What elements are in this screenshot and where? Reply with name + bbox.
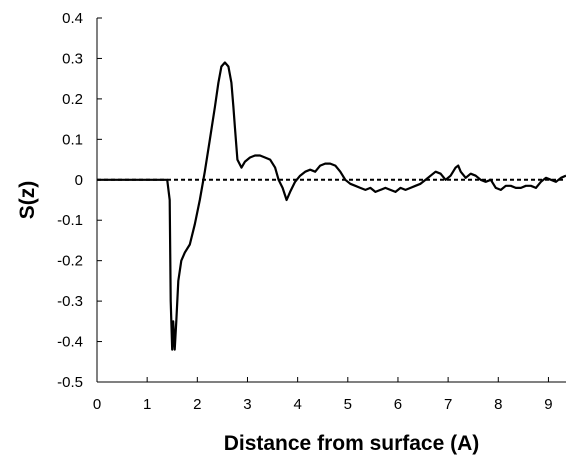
series-line (97, 61, 566, 351)
x-tick-label: 1 (143, 396, 151, 413)
y-tick-label: -0.5 (57, 374, 83, 391)
y-tick-label: 0 (75, 172, 83, 189)
x-tick-label: 2 (193, 396, 201, 413)
x-tick-label: 9 (544, 396, 552, 413)
y-axis-title: S(z) (16, 181, 39, 220)
y-tick-label: -0.4 (57, 334, 83, 351)
x-tick-label: 0 (93, 396, 101, 413)
x-tick-label: 7 (444, 396, 452, 413)
x-ticks: 0 1 2 3 4 5 6 7 8 9 (93, 377, 553, 413)
y-tick-label: 0.3 (62, 50, 83, 67)
y-ticks: -0.5 -0.4 -0.3 -0.2 -0.1 0 0.1 0.2 0.3 0.4 (57, 10, 102, 391)
x-tick-label: 4 (293, 396, 301, 413)
x-axis-title: Distance from surface (A) (224, 432, 480, 455)
x-tick-label: 6 (394, 396, 402, 413)
y-tick-label: 0.4 (62, 10, 83, 27)
y-tick-label: -0.2 (57, 253, 83, 270)
y-tick-label: -0.3 (57, 293, 83, 310)
x-tick-label: 3 (243, 396, 251, 413)
y-tick-label: 0.2 (62, 91, 83, 108)
series-group (97, 61, 566, 351)
x-tick-label: 5 (344, 396, 352, 413)
x-tick-label: 8 (494, 396, 502, 413)
y-tick-label: 0.1 (62, 131, 83, 148)
axes (96, 18, 566, 383)
y-tick-label: -0.1 (57, 212, 83, 229)
